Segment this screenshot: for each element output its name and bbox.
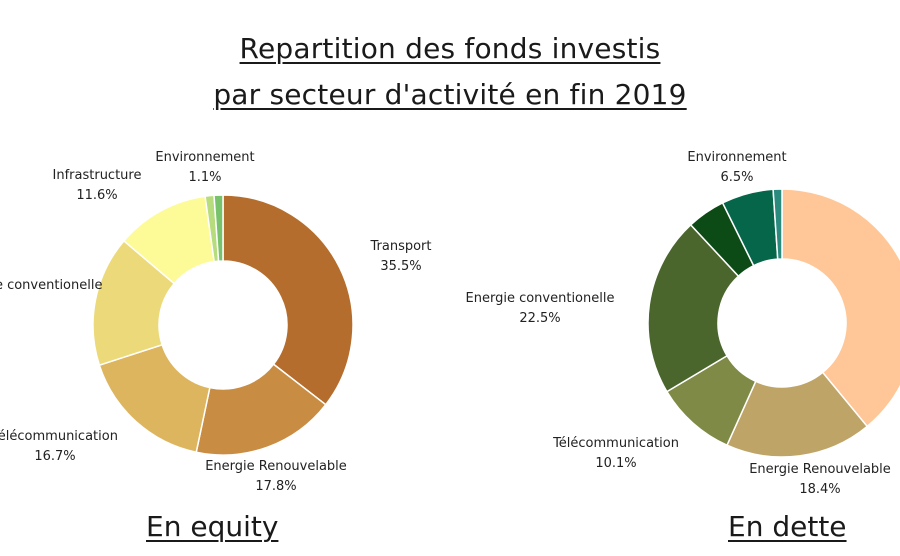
caption-dette: En dette xyxy=(728,510,847,543)
slice-unlabeled-0 xyxy=(781,188,900,428)
slice-label-energie-conventionelle: Energie conventionelle xyxy=(0,278,102,293)
slice-label-energie-renouvelable: Energie Renouvelable xyxy=(749,462,891,477)
donut-equity: Transport 35.5% Energie Renouvelable 17.8% T… xyxy=(0,150,432,494)
slice-label-transport: Transport xyxy=(369,239,431,254)
slice-label-infrastructure: Infrastructure xyxy=(53,168,142,183)
slice-value-environnement: 6.5% xyxy=(720,170,753,185)
slice-value-telecommunication: 10.1% xyxy=(595,456,636,471)
slice-value-energie-renouvelable: 18.4% xyxy=(799,482,840,497)
slice-energie-conventionelle xyxy=(647,223,740,393)
slice-value-energie-conventionelle: 22.5% xyxy=(519,311,560,326)
slice-label-environnement: Environnement xyxy=(687,150,786,165)
slice-environnement xyxy=(213,194,224,262)
slice-value-environnement: 1.1% xyxy=(188,170,221,185)
slice-value-infrastructure: 11.6% xyxy=(76,188,117,203)
slice-label-environnement: Environnement xyxy=(155,150,254,165)
slice-value-energie-renouvelable: 17.8% xyxy=(255,479,296,494)
slice-energie-renouvelable xyxy=(726,371,869,458)
caption-equity: En equity xyxy=(146,510,279,543)
chart-title-line-2: par secteur d'activité en fin 2019 xyxy=(213,78,687,111)
slice-value-telecommunication: 16.7% xyxy=(34,449,75,464)
slice-label-energie-conventionelle: Energie conventionelle xyxy=(466,291,615,306)
donut-dette: Energie Renouvelable 18.4% Télécommunicati… xyxy=(466,150,900,497)
slice-transport xyxy=(222,194,354,406)
slice-energie-renouvelable xyxy=(195,363,327,456)
slice-unlabeled-6 xyxy=(772,188,783,260)
slice-label-telecommunication: Télécommunication xyxy=(0,429,118,444)
slice-value-transport: 35.5% xyxy=(380,259,421,274)
slice-label-energie-renouvelable: Energie Renouvelable xyxy=(205,459,347,474)
chart-title-line-1: Repartition des fonds investis xyxy=(239,32,661,65)
slice-label-telecommunication: Télécommunication xyxy=(552,436,679,451)
